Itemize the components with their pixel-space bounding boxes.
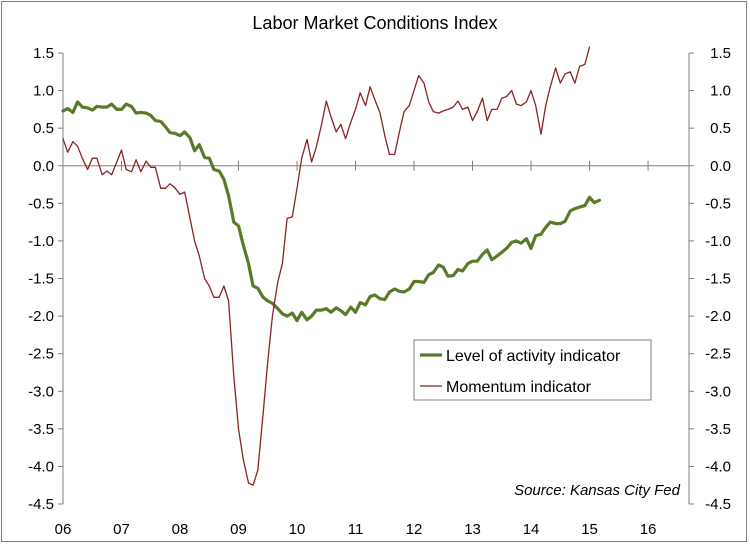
x-tick-label: 06 bbox=[55, 521, 72, 538]
level-of-activity-line bbox=[61, 100, 602, 323]
legend-label-momentum: Momentum indicator bbox=[446, 379, 592, 396]
left-y-tick-label: -4.5 bbox=[28, 496, 54, 513]
x-tick-label: 09 bbox=[230, 521, 247, 538]
left-y-tick-label: -3.5 bbox=[28, 421, 54, 438]
x-tick-label: 07 bbox=[113, 521, 130, 538]
x-tick-label: 14 bbox=[523, 521, 540, 538]
left-y-tick-label: -0.5 bbox=[28, 195, 54, 212]
left-y-tick-label: 1.5 bbox=[33, 45, 54, 62]
left-y-tick-label: 0.5 bbox=[33, 120, 54, 137]
left-y-tick-label: 1.0 bbox=[33, 83, 54, 100]
left-y-tick-label: -1.5 bbox=[28, 271, 54, 288]
momentum-line bbox=[62, 46, 591, 486]
left-y-tick-label: -4.0 bbox=[28, 458, 54, 475]
left-y-tick-label: -3.0 bbox=[28, 383, 54, 400]
source-note: Source: Kansas City Fed bbox=[514, 482, 681, 499]
left-y-tick-label: -2.5 bbox=[28, 346, 54, 363]
right-y-tick-label: -2.0 bbox=[705, 308, 731, 325]
chart-title: Labor Market Conditions Index bbox=[252, 13, 497, 33]
right-y-tick-label: -1.5 bbox=[705, 271, 731, 288]
x-tick-label: 11 bbox=[348, 521, 364, 538]
x-tick-label: 12 bbox=[406, 521, 423, 538]
legend: Level of activity indicator Momentum ind… bbox=[413, 339, 652, 401]
left-y-tick-label: -1.0 bbox=[28, 233, 54, 250]
series-lines bbox=[61, 46, 602, 486]
x-tick-label: 16 bbox=[640, 521, 657, 538]
right-y-tick-labels: 1.5 1.0 0.5 0.0 -0.5 -1.0 -1.5 -2.0 -2.5 -3.0 -3.5… bbox=[689, 45, 731, 513]
left-y-tick-label: -2.0 bbox=[28, 308, 54, 325]
right-y-tick-label: -4.0 bbox=[705, 458, 731, 475]
right-y-tick-label: -1.0 bbox=[705, 233, 731, 250]
right-y-tick-label: -3.0 bbox=[705, 383, 731, 400]
x-tick-label: 15 bbox=[581, 521, 598, 538]
legend-box bbox=[413, 339, 652, 401]
right-y-tick-label: 1.5 bbox=[710, 45, 731, 62]
right-y-tick-label: -4.5 bbox=[705, 496, 731, 513]
legend-label-level: Level of activity indicator bbox=[446, 348, 621, 365]
right-y-tick-label: -0.5 bbox=[705, 195, 731, 212]
left-y-tick-label: 0.0 bbox=[33, 158, 54, 175]
x-tick-label: 13 bbox=[464, 521, 481, 538]
right-y-tick-label: 1.0 bbox=[710, 83, 731, 100]
right-y-tick-label: -3.5 bbox=[705, 421, 731, 438]
x-tick-label: 10 bbox=[289, 521, 306, 538]
left-y-tick-labels: 1.5 1.0 0.5 0.0 -0.5 -1.0 -1.5 -2.0 -2.5 -3.0 -3.5… bbox=[28, 45, 63, 513]
x-tick-labels: 06 07 08 09 10 11 12 13 14 15 16 bbox=[55, 160, 657, 538]
right-y-tick-label: -2.5 bbox=[705, 346, 731, 363]
right-y-tick-label: 0.5 bbox=[710, 120, 731, 137]
right-y-tick-label: 0.0 bbox=[710, 158, 731, 175]
x-tick-label: 08 bbox=[172, 521, 189, 538]
